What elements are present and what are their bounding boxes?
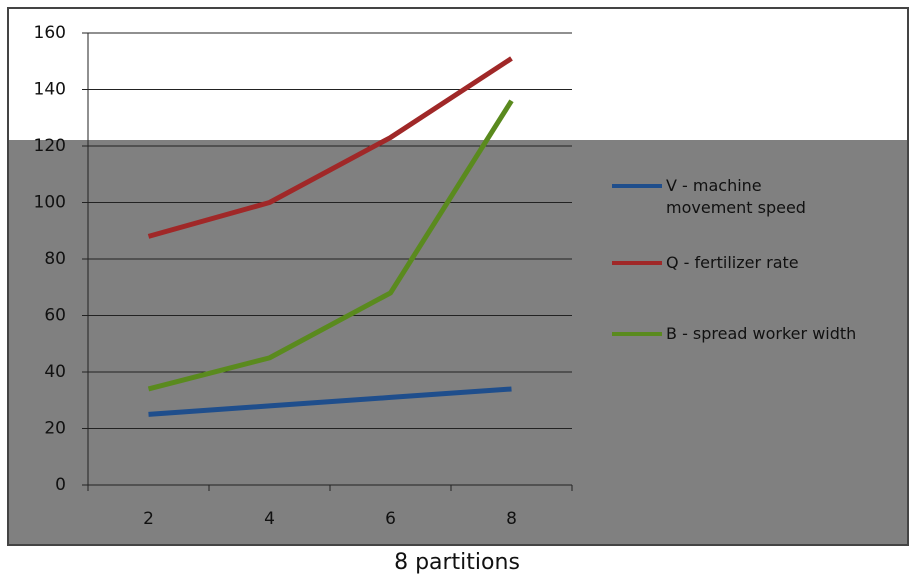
legend-label: B - spread worker width: [666, 324, 857, 343]
x-tick-label: 2: [143, 509, 154, 529]
y-tick-label: 100: [34, 193, 66, 213]
y-tick-label: 80: [44, 249, 66, 269]
legend-item: V - machine movement speed: [612, 175, 816, 219]
x-axis-label: 8 partitions: [394, 550, 520, 575]
x-tick-label: 4: [264, 509, 275, 529]
legend-item: B - spread worker width: [612, 323, 896, 345]
legend-swatch: [612, 261, 662, 265]
legend-swatch: [612, 184, 662, 188]
x-tick-label: 8: [506, 509, 517, 529]
y-tick-label: 20: [44, 419, 66, 439]
legend-item: Q - fertilizer rate: [612, 252, 896, 274]
legend-label: V - machine movement speed: [666, 176, 806, 217]
y-tick-label: 140: [34, 80, 66, 100]
series-line: [147, 56, 513, 239]
chart: 0 20 40 60 80 100 120 140 160 2 4 6 8: [7, 7, 909, 546]
y-tick-label: 0: [55, 475, 66, 495]
chart-area: [8, 140, 908, 545]
legend-label: Q - fertilizer rate: [666, 253, 799, 272]
y-tick-label: 60: [44, 306, 66, 326]
legend-swatch: [612, 332, 662, 336]
top-band: [8, 8, 908, 140]
chart-border: [7, 7, 909, 546]
y-tick-label: 40: [44, 362, 66, 382]
y-tick-label: 120: [34, 136, 66, 156]
series-line: [148, 386, 512, 417]
y-tick-label: 160: [34, 23, 66, 43]
series-line: [147, 99, 514, 392]
x-tick-label: 6: [385, 509, 396, 529]
